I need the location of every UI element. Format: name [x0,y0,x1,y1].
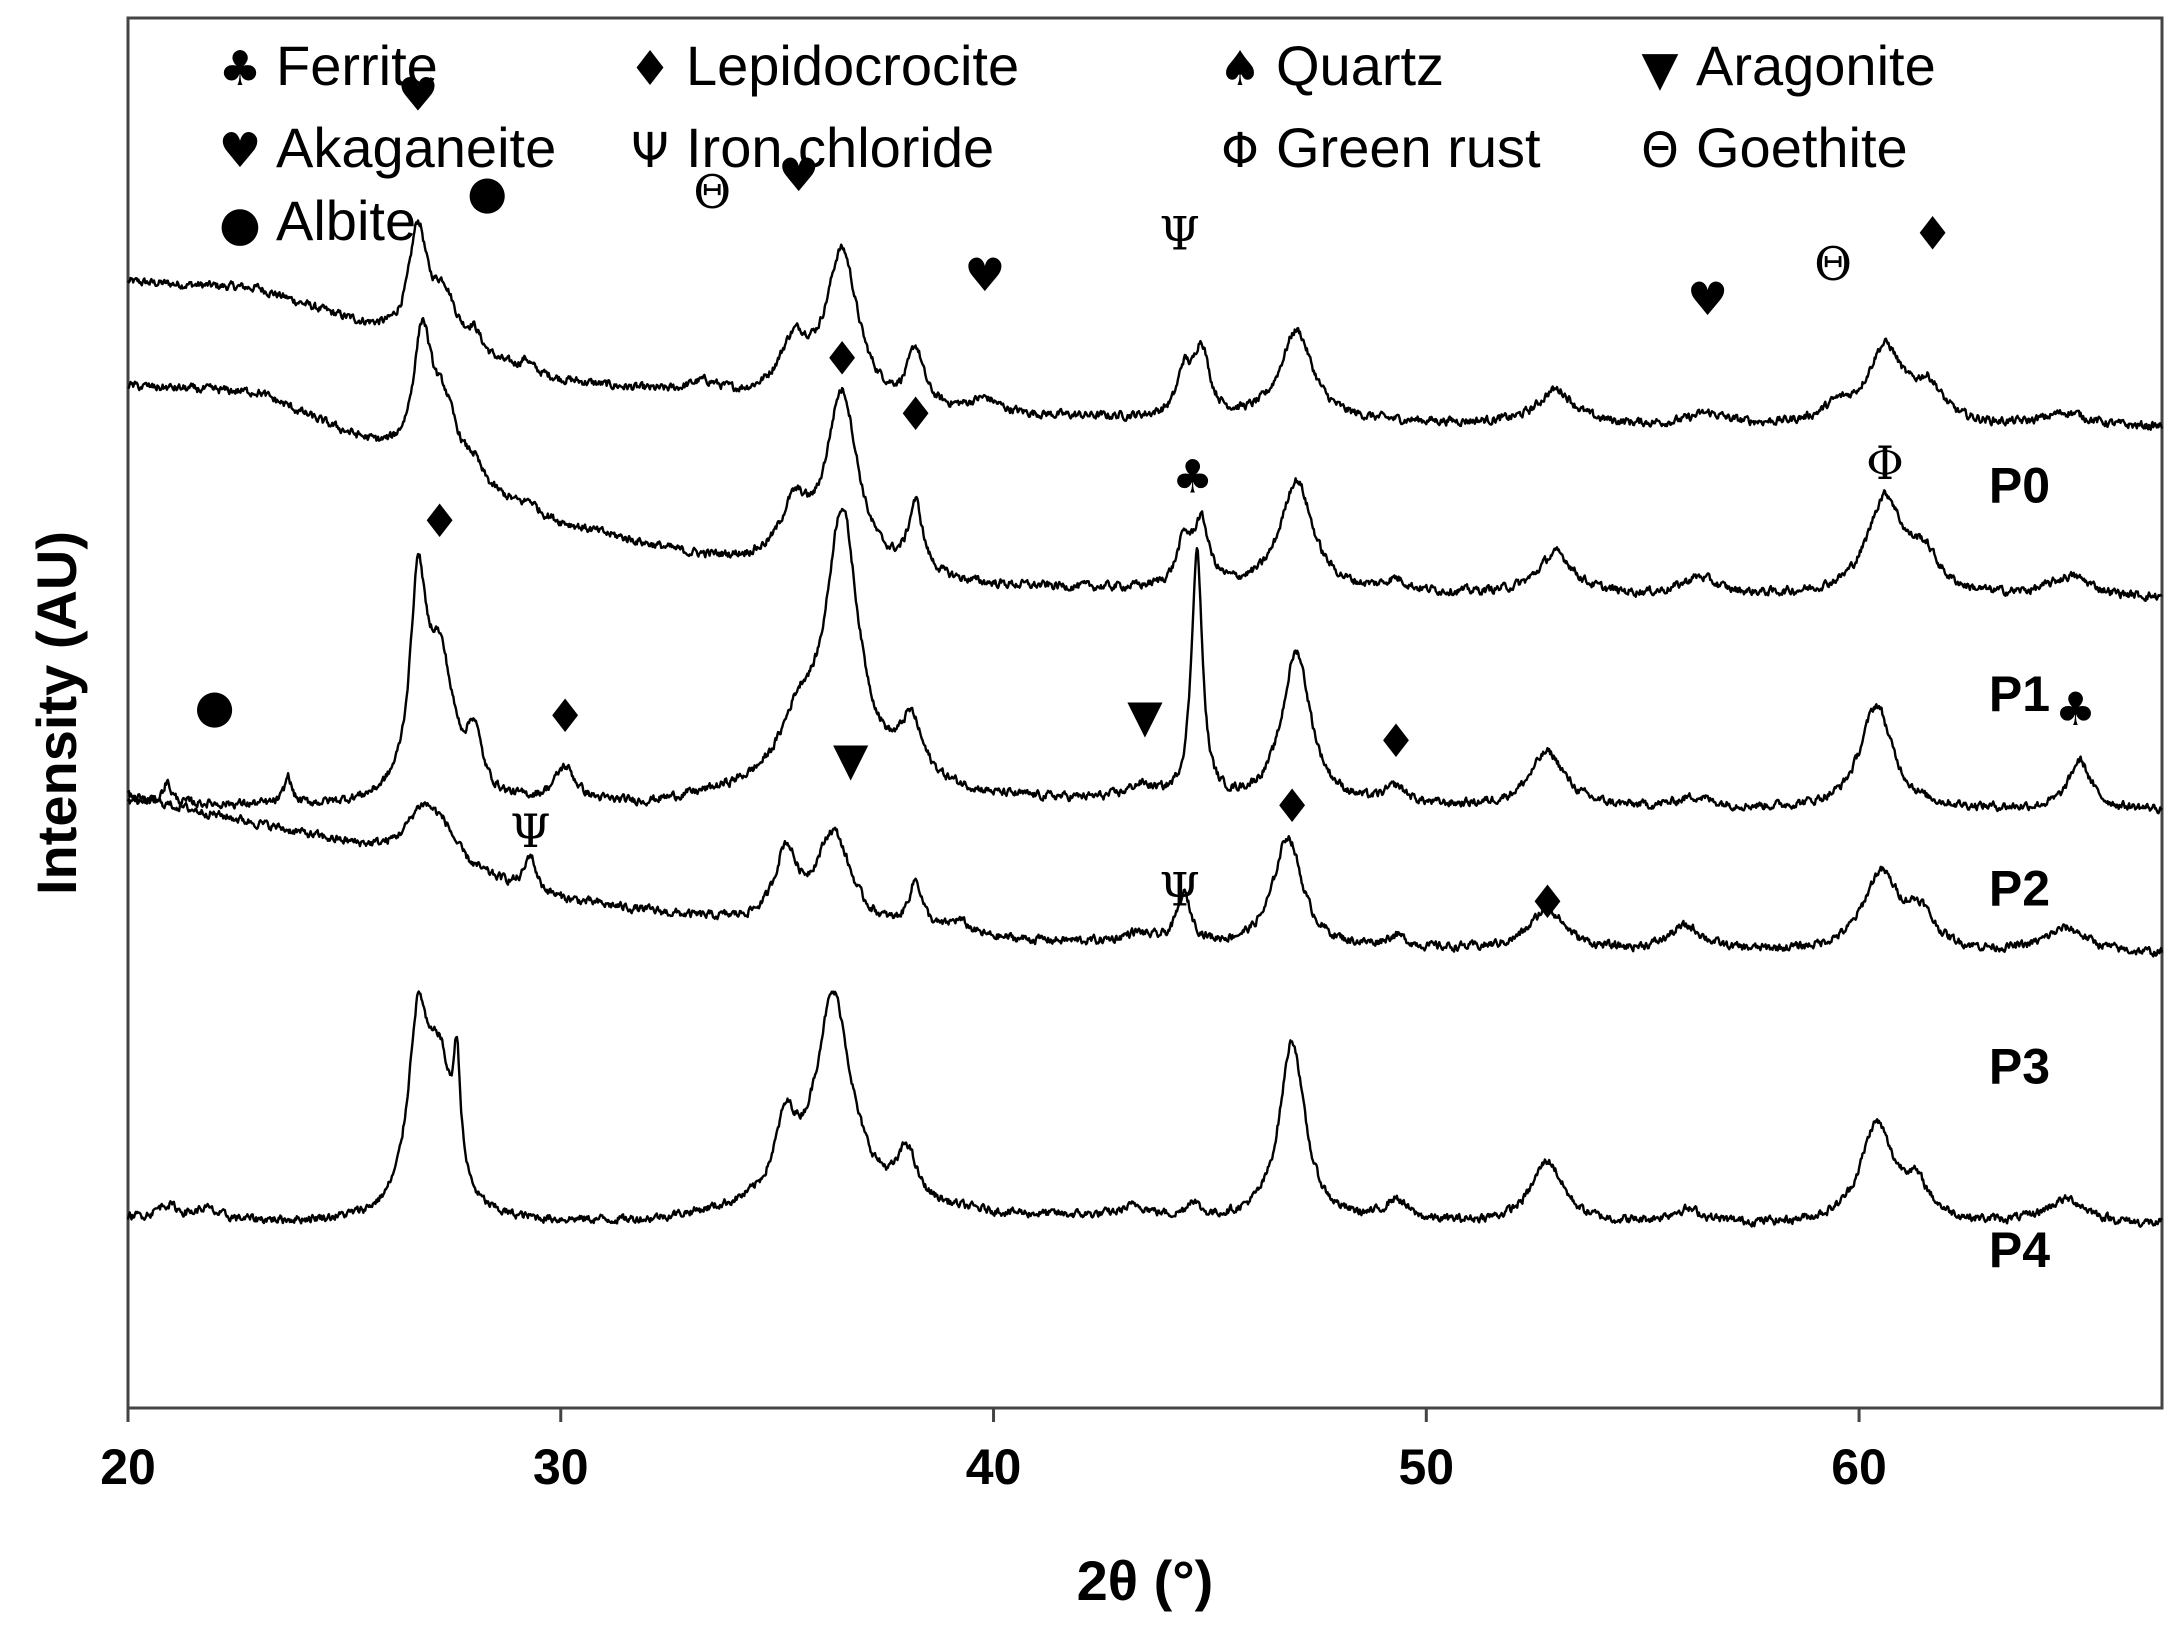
heart-icon: ♥ [964,248,1005,302]
phi-icon: Φ [1866,436,1904,490]
series-label-p0: P0 [1989,457,2050,513]
legend-label: Goethite [1696,116,1908,179]
x-axis-ticks: 20 30 40 50 60 [100,1408,1887,1495]
diamond-icon: ♦ [1272,779,1313,833]
diamond-icon: ♦ [1375,714,1416,768]
phi-icon: Φ [1221,123,1259,179]
legend-label: Lepidocrocite [686,34,1019,97]
series-line-p3 [126,789,2164,958]
legend-label: Albite [276,189,416,252]
diamond-icon: ♦ [821,332,862,386]
triangle-down-icon: ▼ [833,732,869,786]
x-axis-title: 2θ (°) [1077,1549,1214,1612]
legend-label: Green rust [1276,116,1541,179]
series-line-p0 [126,219,2164,431]
legend-item: Ψ Iron chloride [631,116,994,179]
diamond-icon: ♦ [544,689,585,743]
circle-icon: ● [194,679,234,733]
triangle-down-icon: ▼ [1642,41,1679,97]
heart-icon: ♥ [778,148,819,202]
x-tick-label: 60 [1831,1439,1887,1495]
legend-item: ▼ Aragonite [1642,34,1936,97]
psi-icon: Ψ [1159,863,1199,917]
legend-item: ♠ Quartz [1218,34,1444,97]
diamond-icon: ♦ [895,387,936,441]
legend-label: Aragonite [1696,34,1936,97]
series-label-p4: P4 [1989,1222,2050,1278]
theta-icon: Θ [1641,123,1679,179]
spade-icon: ♠ [1218,41,1261,97]
series-label-p1: P1 [1989,666,2050,722]
legend-item: ♣ Ferrite [218,34,437,97]
legend-label: Iron chloride [686,116,994,179]
phase-markers: ♥ ● Θ ♥ ♥ Ψ ♥ Θ ♦ ♦ ♦ ♣ Φ ♦ ● ♦ ▼ ♦ ♣ ▼ Ψ Ψ ♦ ♦ [194,67,2096,929]
legend-label: Quartz [1276,34,1444,97]
legend-item: ♦ Lepidocrocite [628,34,1019,97]
series-labels: P0 P1 P2 P3 P4 [1989,457,2050,1278]
circle-icon: ● [219,196,261,252]
diamond-icon: ♦ [419,494,460,548]
club-icon: ♣ [1172,450,1213,504]
series-label-p2: P2 [1989,861,2050,917]
theta-icon: Θ [693,165,731,219]
legend-item: Θ Goethite [1641,116,1908,179]
x-tick-label: 50 [1398,1439,1454,1495]
heart-icon: ♥ [218,123,261,179]
circle-icon: ● [467,165,507,219]
series-line-p4 [126,990,2163,1228]
series-line-p2 [126,507,2163,815]
series-line-p1 [127,317,2163,602]
legend-item: ● Albite [219,189,416,252]
series-group [126,219,2164,1228]
x-tick-label: 30 [533,1439,589,1495]
diamond-icon: ♦ [628,41,671,97]
psi-icon: Ψ [1159,206,1199,260]
legend-label: Ferrite [276,34,438,97]
diamond-icon: ♦ [1912,206,1953,260]
psi-icon: Ψ [510,804,550,858]
x-tick-label: 40 [966,1439,1022,1495]
theta-icon: Θ [1814,237,1852,291]
heart-icon: ♥ [1687,272,1728,326]
legend-item: ♥ Akaganeite [218,116,556,179]
legend: ♣ Ferrite ♦ Lepidocrocite ♠ Quartz ▼ Aragonite ♥… [218,34,1935,252]
legend-label: Akaganeite [276,116,556,179]
diamond-icon: ♦ [1527,875,1568,929]
legend-item: Φ Green rust [1221,116,1541,179]
triangle-down-icon: ▼ [1127,689,1163,743]
psi-icon: Ψ [631,123,669,179]
y-axis-title: Intensity (AU) [25,531,88,895]
club-icon: ♣ [218,41,261,97]
x-tick-label: 20 [100,1439,156,1495]
series-label-p3: P3 [1989,1038,2050,1094]
club-icon: ♣ [2055,682,2096,736]
heart-icon: ♥ [397,67,438,121]
plot-frame [126,16,2164,1410]
